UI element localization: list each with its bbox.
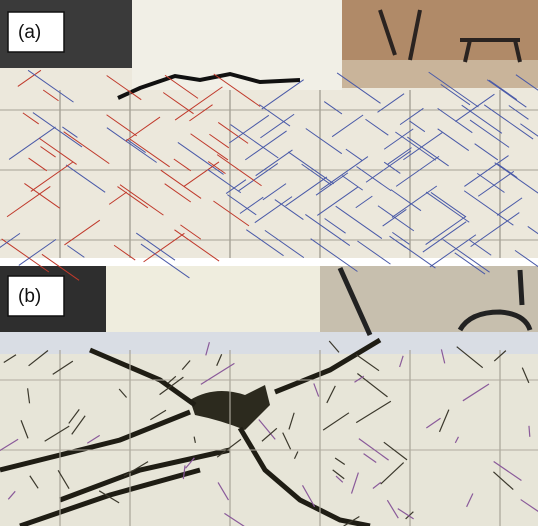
panel-b-photo (0, 266, 538, 526)
panel-a-photo (0, 0, 538, 266)
separator (0, 258, 538, 266)
floor (342, 60, 538, 88)
label-a: (a) (8, 12, 64, 52)
figure-canvas: (a) (b) (0, 0, 538, 526)
label-b: (b) (8, 276, 64, 316)
figure: (a) (b) (0, 0, 538, 526)
panel-label: (b) (18, 286, 41, 307)
panel-label: (a) (18, 22, 41, 43)
crack-line (529, 426, 530, 437)
wall-column (106, 266, 320, 336)
wall-top-band (0, 332, 538, 354)
